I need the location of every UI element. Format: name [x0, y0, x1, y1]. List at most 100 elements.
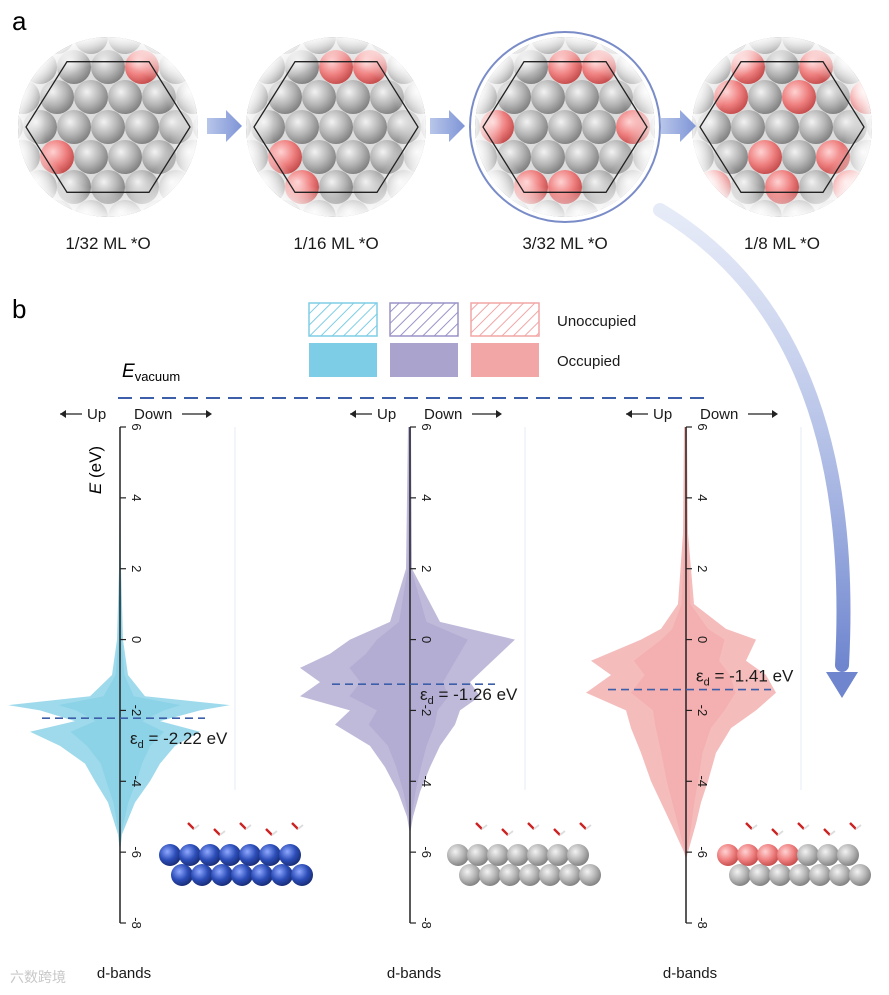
water-hydrogen: [585, 824, 592, 830]
metal-atom: [548, 0, 582, 24]
metal-atom: [246, 170, 251, 204]
metal-atom: [404, 37, 426, 54]
water-hydrogen: [855, 824, 862, 830]
slab-atom: [567, 844, 589, 866]
tick-label: 4: [419, 494, 434, 501]
legend-unoccupied-purple: [389, 302, 459, 337]
metal-atom: [23, 230, 57, 264]
metal-atom: [514, 0, 548, 24]
dos-inner-fill: [631, 427, 736, 860]
water-hydrogen: [219, 830, 226, 836]
slab-atom: [499, 864, 521, 886]
panel-a-label: a: [12, 6, 27, 36]
tick-label: -4: [419, 776, 434, 788]
tick-label: -2: [695, 705, 710, 717]
metal-atom: [421, 0, 455, 24]
metal-atom: [200, 140, 234, 174]
slab-atom: [231, 864, 253, 886]
water-hydrogen: [803, 824, 810, 830]
slab-atom: [219, 844, 241, 866]
slab-atom: [817, 844, 839, 866]
tick-label: -6: [129, 846, 144, 858]
water-molecule: [823, 828, 831, 836]
tick-label: -2: [129, 705, 144, 717]
step-arrow-1: [207, 110, 242, 142]
water-hydrogen: [751, 824, 758, 830]
slab-atom: [171, 864, 193, 886]
metal-atom: [210, 140, 244, 174]
metal-atom: [867, 0, 889, 24]
metal-atom: [91, 0, 125, 24]
slab-atom: [749, 864, 771, 886]
metal-atom: [475, 37, 497, 54]
metal-atom: [244, 200, 278, 234]
water-molecule: [501, 828, 509, 836]
metal-atom: [692, 170, 697, 204]
tick-label: -6: [695, 846, 710, 858]
metal-atom: [438, 80, 472, 114]
metal-atom: [667, 20, 701, 54]
down-label: Down: [134, 406, 172, 423]
water-molecule: [265, 828, 273, 836]
metal-atom: [850, 200, 872, 217]
metal-atom: [57, 0, 91, 24]
metal-atom: [210, 80, 244, 114]
down-label: Down: [700, 406, 738, 423]
metal-atom: [285, 0, 319, 24]
coverage-label-1: 1/32 ML *O: [65, 234, 150, 253]
water-molecule: [291, 822, 299, 830]
metal-atom: [616, 0, 650, 24]
metal-atom: [176, 200, 198, 217]
slab-atom: [837, 844, 859, 866]
water-molecule: [475, 822, 483, 830]
metal-atom: [0, 140, 6, 174]
metal-atom: [884, 140, 889, 174]
dos-panel-2: 6 4 2 0 -2 -4 -6 -8 Up Down εd = -1.26 eV d-bands: [300, 406, 601, 982]
metal-atom: [0, 200, 6, 234]
metal-atom: [183, 170, 217, 204]
metal-atom: [429, 200, 463, 234]
slab-model: [717, 822, 871, 886]
metal-atom: [701, 20, 735, 54]
watermark: 六数跨境: [10, 970, 66, 986]
metal-atom: [867, 230, 889, 264]
metal-atom: [650, 170, 655, 204]
metal-atom: [455, 230, 489, 264]
tick-label: 6: [419, 423, 434, 430]
metal-atom: [193, 230, 227, 264]
metal-atom: [412, 170, 446, 204]
curved-arrow: [653, 203, 851, 672]
slab-atom: [797, 844, 819, 866]
metal-atom: [200, 80, 234, 114]
d-band-center-label: εd = -1.26 eV: [420, 685, 518, 707]
metal-atom: [884, 80, 889, 114]
slab-atom: [487, 844, 509, 866]
water-hydrogen: [777, 830, 784, 836]
metal-atom: [421, 50, 426, 84]
down-label: Down: [424, 406, 462, 423]
tick-label: 2: [129, 565, 144, 572]
coverage-label-2: 1/16 ML *O: [293, 234, 378, 253]
up-label: Up: [87, 406, 106, 423]
slab-atom: [829, 864, 851, 886]
metal-atom: [159, 0, 193, 24]
water-molecule: [239, 822, 247, 830]
metal-atom: [663, 0, 697, 24]
water-hydrogen: [507, 830, 514, 836]
metal-atom: [18, 200, 40, 217]
up-arrowhead: [350, 410, 356, 418]
legend-occupied-purple: [390, 343, 458, 377]
water-molecule: [213, 828, 221, 836]
metal-atom: [421, 170, 426, 204]
metal-atom: [692, 50, 697, 84]
metal-atom: [646, 20, 680, 54]
step-arrow-2: [430, 110, 465, 142]
slab-atom: [179, 844, 201, 866]
metal-atom: [629, 0, 663, 24]
tick-label: 2: [695, 565, 710, 572]
down-arrowhead: [772, 410, 778, 418]
metal-atom: [246, 50, 251, 84]
slab-atom: [737, 844, 759, 866]
slab-atom: [507, 844, 529, 866]
water-hydrogen: [297, 824, 304, 830]
